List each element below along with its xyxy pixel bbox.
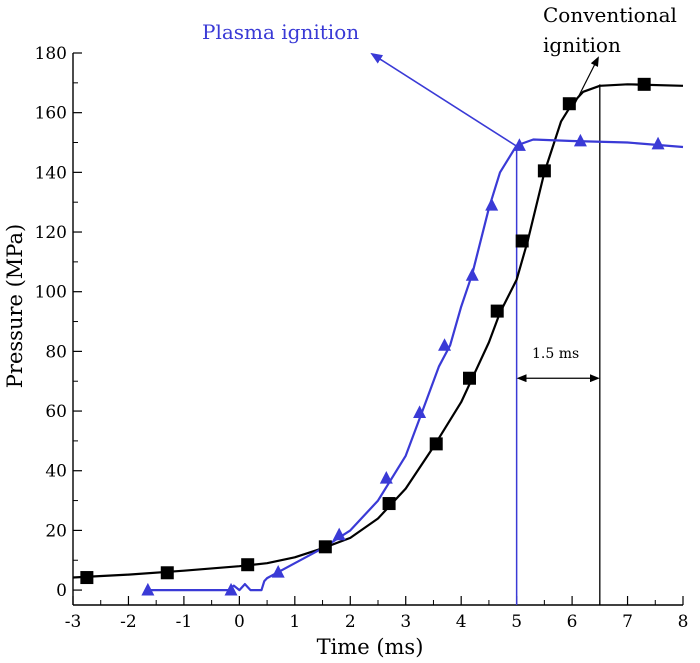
y-tick-label: 60 (45, 402, 67, 422)
conventional-series-line (72, 83, 684, 579)
conventional-ignition-label-line2: ignition (543, 33, 621, 57)
y-tick-label: 180 (35, 44, 67, 64)
conventional-marker (490, 304, 504, 318)
y-tick-label: 0 (56, 581, 67, 601)
plasma-marker (332, 527, 346, 541)
x-tick-label: 4 (456, 612, 467, 632)
plasma-marker (271, 564, 285, 578)
x-tick-label: 5 (511, 612, 522, 632)
y-tick-label: 100 (35, 283, 67, 303)
conventional-marker (80, 571, 94, 585)
conventional-marker (241, 558, 255, 572)
x-tick-label: 2 (345, 612, 356, 632)
plasma-marker (141, 582, 155, 596)
conventional-marker (562, 97, 576, 111)
y-axis-title: Pressure (MPa) (3, 224, 27, 388)
plasma-label-arrow (370, 52, 516, 147)
y-tick-label: 80 (45, 342, 67, 362)
x-tick-label: 0 (234, 612, 245, 632)
guide-lines (370, 52, 601, 605)
x-tick-label: 8 (678, 612, 689, 632)
y-tick-label: 140 (35, 163, 67, 183)
x-tick-label: 1 (289, 612, 300, 632)
x-tick-label: -2 (120, 612, 137, 632)
x-tick-label: 3 (400, 612, 411, 632)
plasma-marker (465, 268, 479, 281)
x-tick-label: 7 (622, 612, 633, 632)
plasma-marker (224, 582, 238, 596)
plasma-marker (413, 405, 427, 418)
delta-time-label: 1.5 ms (532, 346, 579, 362)
x-axis-title: Time (ms) (317, 635, 424, 659)
plasma-marker (651, 136, 665, 150)
plasma-ignition-label: Plasma ignition (202, 20, 359, 44)
plasma-marker (573, 133, 587, 147)
plasma-series-line (145, 138, 684, 592)
x-tick-label: -3 (65, 612, 82, 632)
conventional-marker (429, 437, 443, 451)
conventional-marker (463, 371, 476, 385)
conventional-marker (160, 566, 174, 580)
y-tick-label: 160 (35, 104, 67, 124)
conventional-marker (515, 234, 529, 248)
conventional-marker (537, 164, 551, 178)
plasma-marker (438, 338, 452, 351)
conventional-marker (382, 497, 396, 511)
series-markers (80, 77, 665, 596)
y-tick-label: 120 (35, 223, 67, 243)
y-tick-label: 40 (45, 462, 67, 482)
x-tick-label: -1 (176, 612, 193, 632)
conventional-marker (637, 77, 651, 91)
series-lines (72, 83, 684, 592)
plasma-marker (512, 138, 526, 151)
x-tick-label: 6 (567, 612, 578, 632)
y-tick-label: 20 (45, 521, 67, 541)
conventional-ignition-label-line1: Conventional (543, 3, 677, 27)
plasma-marker (485, 197, 499, 211)
plasma-marker (379, 470, 393, 484)
conventional-marker (318, 540, 332, 554)
